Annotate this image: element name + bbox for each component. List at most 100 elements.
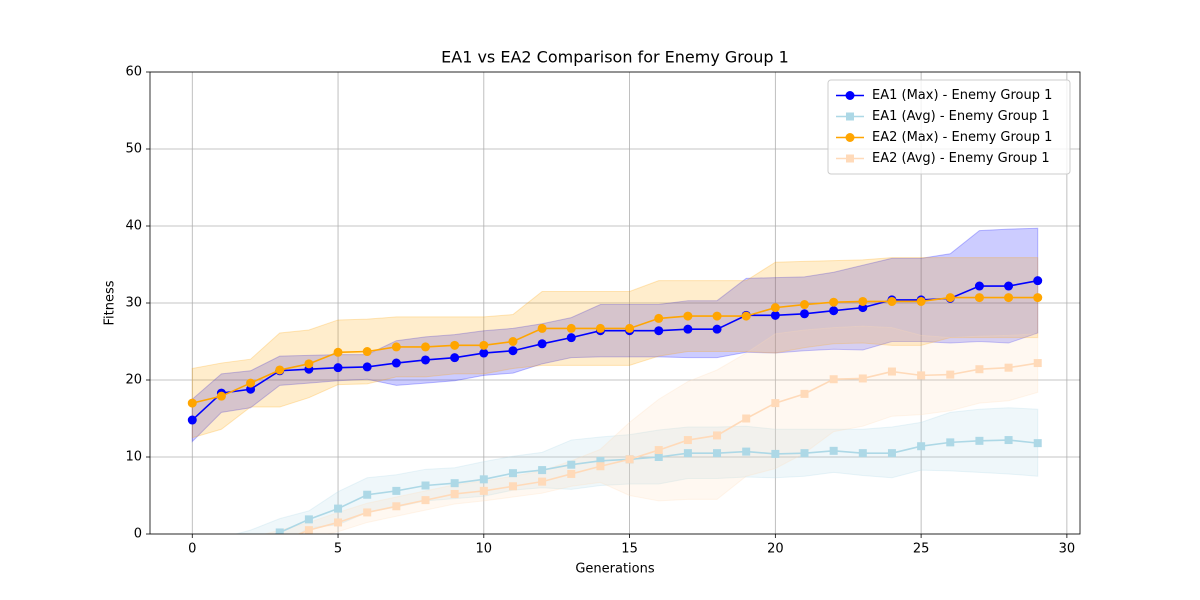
data-point <box>508 469 517 478</box>
y-tick-label: 20 <box>125 373 142 388</box>
legend-box <box>827 79 1071 175</box>
legend-label: EA1 (Avg) - Enemy Group 1 <box>872 109 1050 124</box>
data-point <box>450 340 460 350</box>
lines <box>187 276 1043 534</box>
data-point <box>858 303 868 313</box>
data-point <box>887 367 896 376</box>
data-point <box>304 359 314 369</box>
y-tick-label: 50 <box>125 142 142 157</box>
data-point <box>275 528 284 534</box>
y-tick-label: 40 <box>125 219 142 234</box>
data-point <box>742 447 751 456</box>
data-point <box>974 293 984 303</box>
data-point <box>538 477 547 486</box>
legend-marker <box>845 91 855 100</box>
data-point <box>479 340 489 350</box>
data-point <box>538 466 547 475</box>
data-point <box>683 436 692 445</box>
data-point <box>450 489 459 498</box>
x-tick-label: 30 <box>1059 542 1076 557</box>
y-tick-label: 10 <box>125 450 142 465</box>
error-band <box>191 227 1039 443</box>
data-point <box>508 482 517 491</box>
data-point <box>713 431 722 440</box>
data-point <box>771 399 780 408</box>
data-point <box>596 456 605 465</box>
legend-label: EA2 (Avg) - Enemy Group 1 <box>872 151 1050 166</box>
y-axis-label: Fitness <box>103 280 118 325</box>
data-point <box>187 398 197 408</box>
data-point <box>917 371 926 380</box>
data-point <box>595 323 605 333</box>
data-point <box>887 449 896 458</box>
data-point <box>742 414 751 423</box>
series-line <box>192 296 1038 404</box>
data-point <box>537 323 547 333</box>
data-point <box>450 353 460 363</box>
series-line <box>191 279 1038 421</box>
data-point <box>829 297 839 307</box>
data-point <box>391 358 401 368</box>
data-point <box>566 333 576 343</box>
axes: 0 5 10 15 20 25 30 0 10 20 30 40 50 60 <box>125 65 1075 557</box>
legend-label: EA1 (Max) - Enemy Group 1 <box>872 88 1052 103</box>
data-point <box>975 436 984 445</box>
data-point <box>946 370 955 379</box>
x-axis-label: Generations <box>575 562 655 577</box>
data-point <box>829 446 838 455</box>
data-point <box>625 455 634 464</box>
data-point <box>1033 276 1043 286</box>
data-point <box>362 347 372 357</box>
data-point <box>713 449 722 458</box>
x-tick-label: 10 <box>476 542 493 557</box>
data-point <box>566 323 576 333</box>
data-point <box>334 518 343 527</box>
series-line <box>296 362 1038 534</box>
data-point <box>654 446 663 455</box>
legend: EA1 (Max) - Enemy Group 1 EA1 (Avg) - Ene… <box>827 79 1071 175</box>
legend-marker <box>846 112 854 121</box>
data-point <box>770 310 780 320</box>
series-line <box>273 439 1038 534</box>
data-point <box>683 311 693 321</box>
data-point <box>799 309 809 319</box>
data-point <box>975 365 984 374</box>
y-tick-label: 0 <box>134 527 142 542</box>
data-point <box>1004 293 1014 303</box>
data-point <box>858 296 868 306</box>
data-point <box>770 303 780 313</box>
data-point <box>304 515 313 524</box>
data-point <box>304 526 313 534</box>
data-point <box>421 481 430 490</box>
data-point <box>741 311 751 321</box>
data-point <box>362 362 372 372</box>
data-point <box>1004 363 1013 372</box>
data-point <box>654 313 664 323</box>
data-point <box>246 378 256 388</box>
x-tick-label: 20 <box>767 542 784 557</box>
data-point <box>800 389 809 398</box>
data-point <box>334 504 343 513</box>
error-band <box>234 407 1039 534</box>
chart-title: EA1 vs EA2 Comparison for Enemy Group 1 <box>441 48 789 67</box>
y-tick-label: 60 <box>125 65 142 80</box>
data-point <box>683 449 692 458</box>
data-point <box>654 453 663 461</box>
x-tick-label: 15 <box>621 542 638 557</box>
data-point <box>333 347 343 357</box>
data-point <box>392 486 401 495</box>
data-point <box>596 462 605 471</box>
data-point <box>275 365 285 375</box>
data-point <box>974 281 984 291</box>
data-point <box>567 469 576 478</box>
data-point <box>771 449 780 458</box>
data-point <box>829 375 838 384</box>
data-point <box>421 342 431 352</box>
data-point <box>187 415 197 425</box>
data-point <box>945 293 955 303</box>
data-point <box>421 355 431 365</box>
data-point <box>712 311 722 321</box>
data-point <box>391 342 401 352</box>
data-point <box>479 475 488 484</box>
